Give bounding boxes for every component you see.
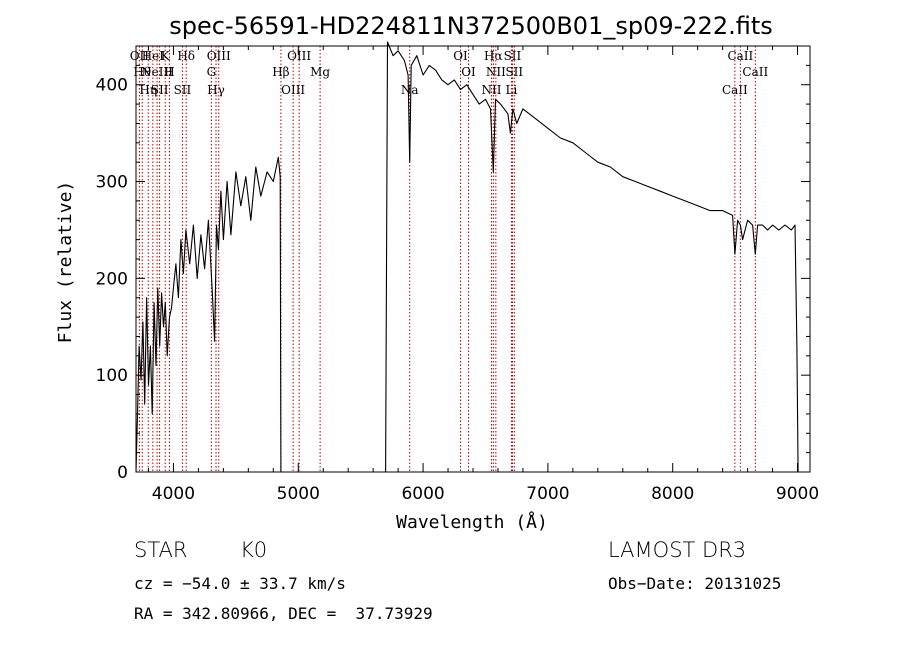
- spectrum-line: [135, 41, 799, 473]
- line-marker-label-3: HeI: [142, 49, 165, 63]
- object-class: STAR: [134, 538, 188, 562]
- survey-label: LAMOST DR3: [608, 538, 747, 562]
- line-marker-label-26: CaII: [722, 83, 748, 97]
- x-tick-label-4: 8000: [651, 484, 694, 504]
- line-marker-label-10: G: [207, 65, 217, 79]
- line-marker-label-24: SII: [504, 49, 522, 63]
- line-marker-label-28: CaII: [742, 65, 768, 79]
- y-tick-label-1: 100: [96, 366, 128, 386]
- line-marker-label-27: CaII: [727, 49, 753, 63]
- x-tick-label-1: 5000: [277, 484, 320, 504]
- line-marker-label-6: K: [161, 49, 171, 63]
- y-tick-label-2: 200: [96, 269, 128, 289]
- line-marker-label-16: Mg: [310, 65, 330, 79]
- line-marker-label-21: Hα: [484, 49, 503, 63]
- line-marker-label-11: Hγ: [207, 83, 225, 97]
- line-marker-label-18: OI: [453, 49, 468, 63]
- y-tick-label-4: 400: [96, 76, 128, 96]
- line-marker-label-1: Hθ: [133, 65, 151, 79]
- y-tick-label-0: 0: [117, 463, 128, 483]
- line-marker-label-8: SII: [174, 83, 192, 97]
- y-tick-label-3: 300: [96, 173, 128, 193]
- line-marker-label-13: Hβ: [272, 65, 289, 79]
- line-marker-label-14: OIII: [281, 83, 305, 97]
- line-marker-label-12: OIII: [207, 49, 231, 63]
- line-marker-label-0: OII: [130, 49, 150, 63]
- line-marker-label-7: H: [164, 65, 174, 79]
- redshift-text: cz = −54.0 ± 33.7 km/s: [134, 574, 346, 593]
- coordinates-text: RA = 342.80966, DEC = 37.73929: [134, 604, 433, 623]
- line-marker-label-17: Na: [401, 83, 419, 97]
- line-marker-label-20: NII: [481, 83, 501, 97]
- line-marker-label-22: NII: [486, 65, 506, 79]
- x-tick-label-0: 4000: [152, 484, 195, 504]
- line-marker-label-2: Hη: [139, 83, 157, 97]
- line-marker-label-23: Li: [506, 83, 518, 97]
- y-axis-label: Flux (relative): [55, 181, 76, 344]
- x-tick-label-3: 7000: [526, 484, 569, 504]
- object-subclass: K0: [240, 538, 268, 562]
- axis-ticks: 4000 5000 6000 7000 8000 9000 0 100 200 300 400: [96, 46, 819, 504]
- plot-frame: [135, 45, 811, 473]
- line-marker-label-15: OIII: [287, 49, 311, 63]
- line-marker-label-25: SII: [505, 65, 523, 79]
- obs-date-text: Obs−Date: 20131025: [608, 574, 782, 593]
- x-axis-label: Wavelength (Å): [396, 511, 548, 533]
- line-marker-label-19: OI: [461, 65, 476, 79]
- line-marker-label-9: Hδ: [177, 49, 195, 63]
- chart-title: spec-56591-HD224811N372500B01_sp09-222.f…: [169, 12, 773, 40]
- line-marker-label-5: SII: [151, 83, 169, 97]
- x-tick-label-5: 9000: [776, 484, 819, 504]
- line-markers: OIIHθHηHeINeIIISIIKHSIIHδGHγOIIIHβOIIIOI…: [130, 46, 768, 472]
- x-tick-label-2: 6000: [401, 484, 444, 504]
